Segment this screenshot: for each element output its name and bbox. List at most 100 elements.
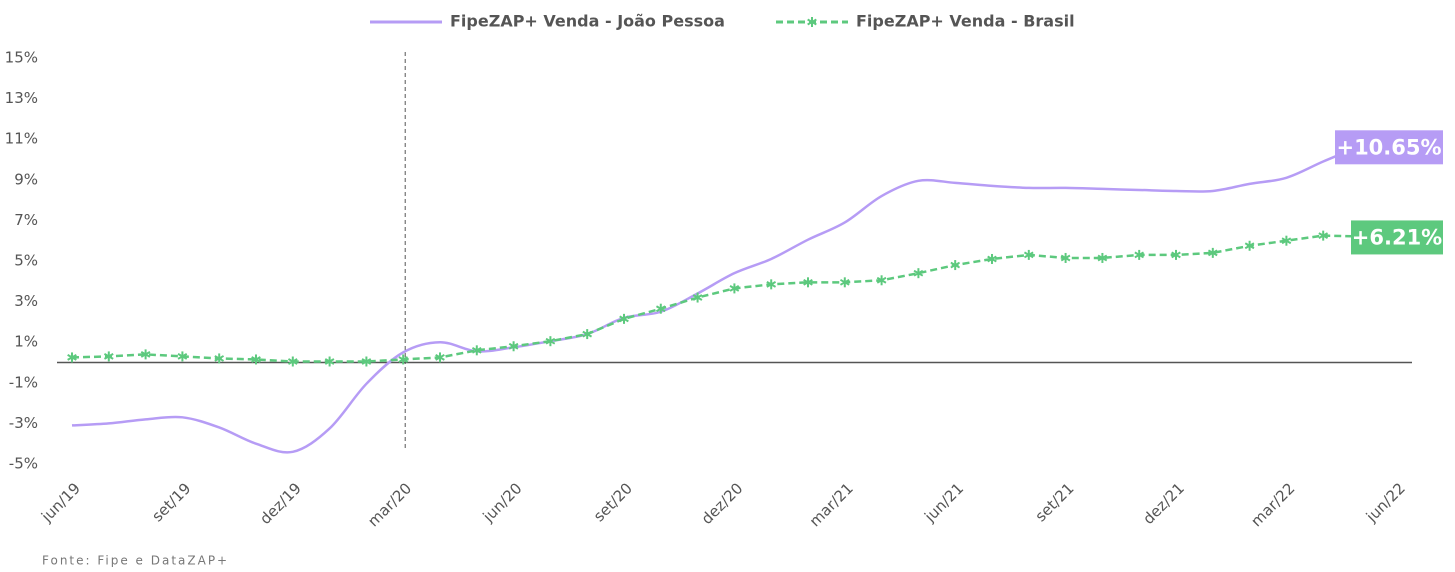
- marker-stroke: [1281, 237, 1292, 245]
- marker: [1281, 235, 1292, 246]
- marker-stroke: [913, 269, 924, 277]
- marker-stroke: [839, 278, 850, 286]
- x-tick-label: dez/21: [1139, 479, 1188, 528]
- x-tick-label: set/20: [590, 479, 636, 525]
- marker-stroke: [1171, 251, 1181, 259]
- marker: [839, 277, 850, 288]
- marker: [1207, 247, 1218, 258]
- y-tick-label: 13%: [5, 89, 38, 107]
- x-tick-label: mar/21: [806, 479, 857, 530]
- marker-stroke: [766, 280, 777, 288]
- marker-stroke: [1244, 242, 1255, 250]
- marker: [655, 303, 666, 314]
- marker: [1023, 249, 1034, 260]
- marker: [67, 352, 77, 363]
- marker: [876, 275, 887, 286]
- marker-stroke: [1060, 254, 1071, 262]
- marker-stroke: [177, 353, 188, 360]
- marker-stroke: [508, 342, 519, 350]
- x-tick-label: jun/20: [479, 479, 526, 526]
- marker: [1134, 249, 1145, 260]
- marker: [214, 353, 225, 364]
- marker: [950, 260, 961, 271]
- y-tick-label: 5%: [14, 252, 38, 270]
- marker-stroke: [692, 294, 703, 301]
- y-tick-label: 7%: [14, 211, 38, 229]
- marker-stroke: [435, 354, 445, 361]
- marker: [1097, 252, 1108, 263]
- marker-stroke: [876, 276, 887, 284]
- legend-label: FipeZAP+ Venda - João Pessoa: [450, 12, 725, 31]
- x-tick-label: set/21: [1032, 479, 1078, 525]
- marker: [398, 354, 409, 365]
- marker-stroke: [655, 305, 666, 313]
- y-tick-label: -1%: [9, 373, 38, 391]
- y-tick-label: -3%: [9, 414, 38, 432]
- marker: [987, 253, 997, 264]
- marker: [766, 279, 777, 290]
- marker: [324, 356, 335, 367]
- marker: [471, 345, 482, 356]
- y-tick-label: 1%: [14, 333, 38, 351]
- marker: [1060, 252, 1071, 263]
- legend-label: FipeZAP+ Venda - Brasil: [856, 12, 1075, 31]
- marker-stroke: [67, 354, 77, 361]
- marker-stroke: [140, 351, 151, 358]
- value-label-box: [1351, 220, 1443, 255]
- marker-stroke: [103, 353, 114, 360]
- y-tick-label: 3%: [14, 292, 38, 310]
- marker-stroke: [471, 346, 482, 354]
- x-tick-label: mar/20: [364, 479, 415, 530]
- series-line: [71, 234, 1361, 363]
- marker-stroke: [1207, 249, 1218, 257]
- marker: [508, 341, 519, 352]
- marker-stroke: [398, 356, 409, 363]
- value-label: +6.21%: [1352, 225, 1442, 249]
- value-label-box: [1335, 130, 1443, 165]
- y-tick-label: 9%: [14, 170, 38, 188]
- x-tick-label: jun/21: [920, 479, 967, 526]
- y-tick-label: -5%: [9, 455, 38, 473]
- marker: [177, 351, 188, 362]
- y-tick-label: 11%: [5, 130, 38, 148]
- x-tick-label: set/19: [148, 479, 194, 525]
- marker-stroke: [619, 315, 629, 323]
- marker-stroke: [950, 261, 961, 269]
- marker: [729, 283, 740, 294]
- marker: [545, 336, 556, 347]
- marker-stroke: [582, 330, 593, 338]
- marker-stroke: [1097, 254, 1108, 262]
- marker: [582, 329, 593, 340]
- series-line: [71, 145, 1361, 454]
- marker-stroke: [1023, 251, 1034, 259]
- x-tick-label: jun/22: [1362, 479, 1409, 526]
- x-tick-label: jun/19: [37, 479, 84, 526]
- marker-stroke: [214, 355, 225, 362]
- marker: [803, 277, 813, 288]
- x-tick-label: mar/22: [1247, 479, 1298, 530]
- x-tick-label: dez/19: [256, 479, 305, 528]
- marker-stroke: [1134, 251, 1145, 259]
- marker: [103, 351, 114, 362]
- marker: [251, 354, 261, 365]
- marker-stroke: [545, 337, 556, 345]
- marker-stroke: [987, 255, 997, 263]
- marker-stroke: [361, 358, 372, 365]
- marker: [807, 17, 817, 27]
- marker: [287, 356, 298, 367]
- marker: [435, 352, 445, 363]
- y-tick-label: 15%: [5, 49, 38, 67]
- marker: [619, 313, 629, 324]
- marker-stroke: [324, 358, 335, 365]
- marker-stroke: [287, 358, 298, 365]
- marker-stroke: [807, 18, 817, 26]
- marker: [140, 349, 151, 360]
- source: Fonte: Fipe e DataZAP+: [42, 554, 229, 568]
- marker-stroke: [1318, 232, 1329, 239]
- marker: [1318, 230, 1329, 241]
- value-label: +10.65%: [1336, 135, 1441, 159]
- marker-stroke: [729, 285, 740, 292]
- x-tick-label: dez/20: [698, 479, 747, 528]
- marker-stroke: [251, 356, 261, 363]
